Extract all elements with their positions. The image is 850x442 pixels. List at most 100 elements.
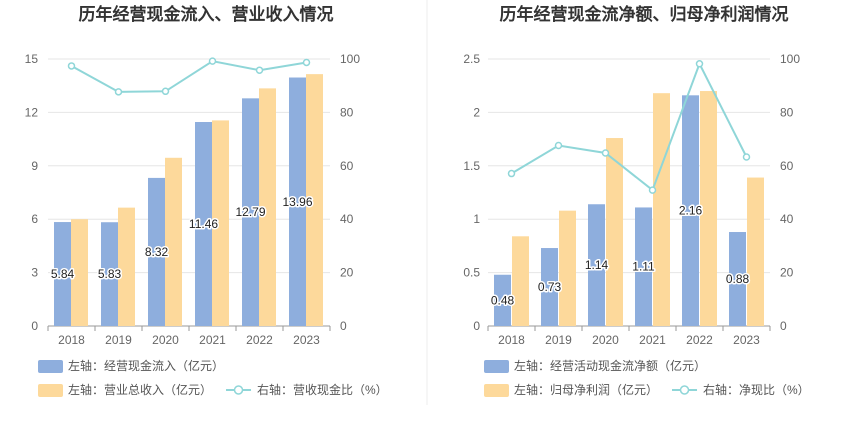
ratio-point [208,57,217,65]
data-label: 2.16 [679,204,703,218]
x-axis-tick: 2018 [498,333,525,347]
bar-2-primary [588,204,605,326]
left-axis-tick: 2.5 [463,52,480,66]
data-label: 0.73 [538,280,562,294]
chart-2: 历年经营现金流净额、归母净利润情况 0 0.5 1 1.5 2 2.5 0 20 40 60 80 10… [463,4,810,397]
bar-1-primary [148,177,165,326]
x-axis-tick: 2019 [105,333,132,347]
ratio-point [507,169,516,178]
ratio-point [114,88,123,96]
bar-2-primary [541,248,558,326]
data-label: 0.88 [726,272,750,286]
bar-2-primary [635,207,652,326]
bar-1-primary [195,122,212,327]
right-axis-tick: 40 [780,212,794,226]
bar-1-secondary [165,157,182,326]
data-label: 5.83 [98,267,122,281]
data-label: 12.79 [235,205,265,219]
legend-swatch-line-marker [679,385,690,395]
ratio-point [67,62,76,70]
bar-1-primary [54,222,71,326]
right-axis-tick: 40 [340,212,354,226]
right-axis-tick: 20 [780,266,794,280]
right-axis-tick: 60 [780,159,794,173]
right-axis-tick: 100 [780,52,800,66]
left-axis-tick: 9 [31,159,38,173]
legend-label-primary: 左轴：经营现金流入（亿元） [68,358,224,373]
data-label: 5.84 [51,267,75,281]
right-axis-tick: 20 [340,266,354,280]
right-axis-tick: 0 [340,319,347,333]
ratio-point [742,153,751,161]
x-axis-tick: 2021 [639,333,666,347]
legend-swatch-secondary [38,384,63,397]
bar-1-primary [101,222,118,326]
x-axis-tick: 2018 [58,333,85,347]
left-axis-tick: 6 [31,212,38,226]
bar-1-secondary [118,207,135,326]
left-axis-tick: 12 [25,105,39,119]
ratio-point [695,60,704,68]
bar-2-secondary [559,210,576,326]
data-label: 1.11 [632,260,655,274]
x-axis-tick: 2023 [293,333,320,347]
right-axis-tick: 100 [340,52,360,66]
ratio-line [71,60,307,93]
ratio-point [554,141,563,150]
data-label: 1.14 [585,258,609,272]
legend-label-primary: 左轴：经营活动现金流净额（亿元） [514,358,706,373]
x-axis-tick: 2022 [686,333,713,347]
legend-swatch-primary [484,360,509,373]
bar-1-secondary [71,219,88,326]
right-axis-tick: 80 [780,105,794,119]
bar-2-secondary [606,138,623,326]
left-axis-tick: 3 [31,266,38,280]
data-label: 11.46 [189,217,218,231]
right-axis-tick: 0 [780,319,787,333]
ratio-line [510,61,748,192]
bar-1-primary [289,77,306,327]
bar-2-primary [729,232,746,326]
left-axis-tick: 0 [31,319,38,333]
ratio-point [255,66,264,74]
x-axis-tick: 2023 [733,333,760,347]
bar-2-secondary [700,91,717,326]
left-axis-tick: 0.5 [463,266,480,280]
bar-1-secondary [259,88,276,327]
bar-2-primary [494,274,511,326]
ratio-point [601,149,610,157]
data-label: 13.96 [282,195,312,209]
ratio-point [302,58,311,67]
left-axis-tick: 1 [473,212,480,226]
legend-swatch-primary [38,360,63,373]
left-axis-tick: 1.5 [463,159,480,173]
x-axis-tick: 2020 [152,333,179,347]
chart-title: 历年经营现金流净额、归母净利润情况 [500,4,789,24]
x-axis-tick: 2019 [545,333,572,347]
bar-2-secondary [747,177,764,326]
data-label: 0.48 [491,293,515,307]
x-axis-tick: 2021 [199,333,226,347]
ratio-point [648,186,657,194]
left-axis-tick: 2 [473,105,480,119]
bar-2-secondary [653,93,670,327]
legend-label-line: 右轴：净现比（%） [703,382,810,397]
legend-swatch-secondary [484,384,509,397]
ratio-point [161,87,170,96]
bar-2-secondary [512,236,529,326]
right-axis-tick: 80 [340,105,354,119]
legend-swatch-line-marker [233,385,244,395]
x-axis-tick: 2020 [592,333,619,347]
right-axis-tick: 60 [340,159,354,173]
bar-1-primary [242,98,259,326]
data-label: 8.32 [145,245,169,259]
chart-1: 历年经营现金流入、营业收入情况 0 3 6 9 12 15 0 20 40 60 80 100 2018 2… [25,4,388,397]
legend-label-line: 右轴：营收现金比（%） [257,382,388,397]
chart-title: 历年经营现金流入、营业收入情况 [79,4,334,24]
left-axis-tick: 0 [473,319,480,333]
legend-label-secondary: 左轴：归母净利润（亿元） [514,382,658,397]
legend-label-secondary: 左轴：营业总收入（亿元） [68,382,212,397]
left-axis-tick: 15 [25,52,39,66]
bar-1-secondary [212,120,229,326]
